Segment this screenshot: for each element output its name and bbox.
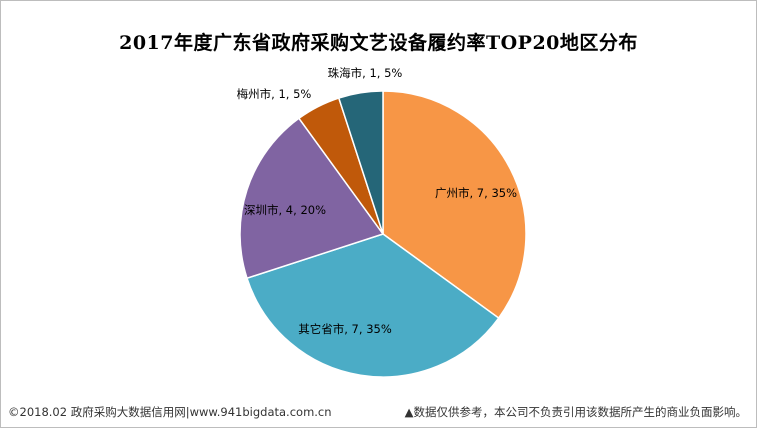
slice-label-2: 其它省市, 7, 35%	[298, 322, 392, 336]
pie-slice-5	[337, 90, 384, 235]
pie-slice-1	[382, 90, 527, 320]
pie-slice-3	[239, 117, 385, 280]
slice-label-4: 梅州市, 1, 5%	[237, 87, 312, 101]
pie-slice-2	[246, 233, 500, 378]
footer-source: ©2018.02 政府采购大数据信用网|www.941bigdata.com.c…	[8, 405, 332, 419]
slice-label-1: 广州市, 7, 35%	[435, 186, 517, 200]
slice-label-5: 珠海市, 1, 5%	[328, 66, 403, 80]
chart-title: 2017年度广东省政府采购文艺设备履约率TOP20地区分布	[119, 32, 638, 54]
slice-label-3: 深圳市, 4, 20%	[244, 203, 326, 217]
footer-disclaimer: ▲数据仅供参考，本公司不负责引用该数据所产生的商业负面影响。	[404, 405, 747, 419]
